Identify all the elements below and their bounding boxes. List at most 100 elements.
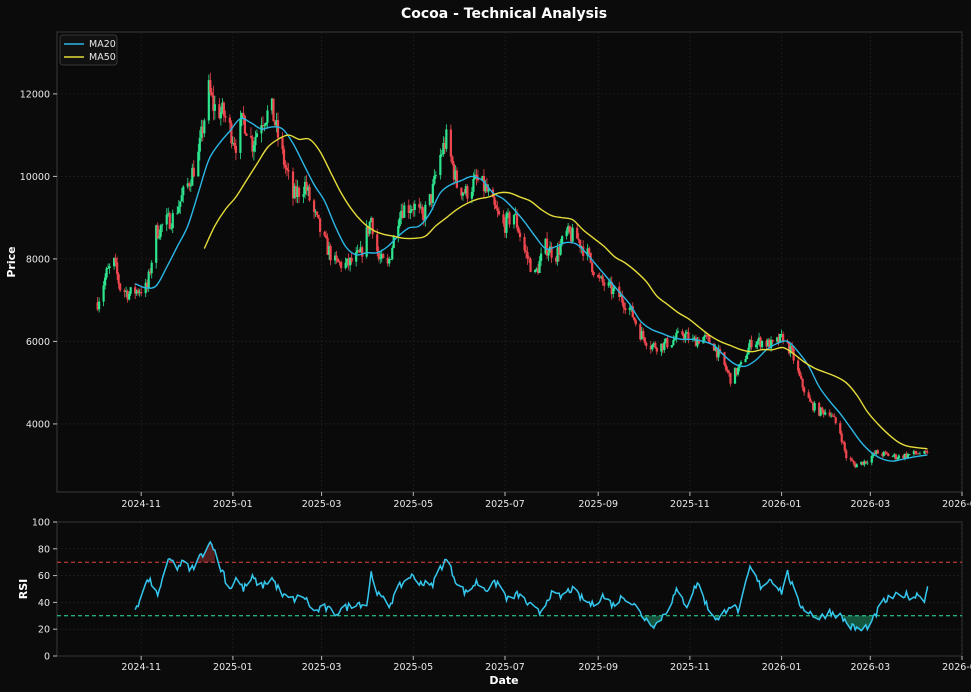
candle-body <box>176 212 179 214</box>
rsi-axis-title: RSI <box>17 579 30 600</box>
candle-body <box>682 334 685 339</box>
candle-body <box>538 261 541 273</box>
candle-body <box>664 338 667 343</box>
candle-body <box>150 262 153 274</box>
candle-body <box>317 214 320 219</box>
candle-body <box>324 235 328 238</box>
candle-body <box>603 282 606 286</box>
chart-title: Cocoa - Technical Analysis <box>401 6 607 22</box>
candle-body <box>272 98 275 122</box>
candle-body <box>379 258 382 260</box>
candle-body <box>756 341 759 345</box>
candle-body <box>864 461 867 463</box>
ma50-line <box>203 134 928 450</box>
rsi-ytick-label-80: 80 <box>38 544 50 555</box>
candle-body <box>328 245 331 255</box>
candle-body <box>312 200 316 212</box>
candle-body <box>786 342 789 343</box>
candle-body <box>813 403 816 411</box>
candle-body <box>470 191 474 199</box>
price-xtick-label-2025-11: 2025-11 <box>670 499 710 510</box>
price-ytick-label-6000: 6000 <box>26 337 50 348</box>
candle-body <box>430 194 433 203</box>
candle-body <box>598 277 601 278</box>
candle-body <box>461 192 464 196</box>
candle-body <box>475 174 478 178</box>
candle-body <box>108 266 111 268</box>
candle-body <box>197 151 200 177</box>
oversold-fill <box>641 615 662 628</box>
candle-body <box>126 291 129 300</box>
candle-body <box>421 206 424 214</box>
candle-body <box>146 282 149 288</box>
rsi-xtick-label-2024-11: 2024-11 <box>121 662 161 673</box>
candle-body <box>661 343 664 350</box>
candle-body <box>824 412 827 415</box>
candle-body <box>358 250 361 253</box>
candle-body <box>239 118 242 153</box>
candle-body <box>329 245 332 261</box>
candle-body <box>482 176 486 192</box>
candle-body <box>291 171 295 199</box>
candle-body <box>633 317 636 321</box>
candle-body <box>819 407 822 416</box>
candle-body <box>107 267 110 269</box>
candle-body <box>413 203 416 211</box>
candle-body <box>281 137 284 150</box>
candle-body <box>601 276 604 283</box>
candle-body <box>885 452 888 454</box>
rsi-panel: 0 20 40 60 80 100 2024-11 2025-01 2025-03 2025-0… <box>17 518 971 688</box>
candle-body <box>807 392 810 398</box>
candle-body <box>750 339 753 348</box>
candle-body <box>624 308 627 311</box>
candle-body <box>158 236 161 239</box>
candle-body <box>487 189 490 192</box>
rsi-xtick-label-2026-01: 2026-01 <box>762 662 802 673</box>
candle-body <box>619 295 622 297</box>
candle-body <box>209 80 212 93</box>
candle-body <box>684 333 687 339</box>
candle-body <box>745 354 749 359</box>
candle-body <box>102 285 105 302</box>
price-ytick-label-4000: 4000 <box>26 419 50 430</box>
rsi-ytick-label-60: 60 <box>38 571 50 582</box>
candle-body <box>261 124 265 126</box>
candle-body <box>591 262 594 273</box>
price-ytick-label-8000: 8000 <box>26 254 50 265</box>
candle-body <box>924 450 928 452</box>
candle-body <box>908 454 911 455</box>
candle-body <box>612 288 615 295</box>
candle-body <box>526 252 529 259</box>
candle-body <box>771 339 774 342</box>
candle-body <box>855 464 858 468</box>
candle-body <box>818 403 821 416</box>
candle-body <box>104 277 107 286</box>
candle-body <box>210 92 213 96</box>
candle-body <box>224 115 227 118</box>
candle-body <box>149 271 152 274</box>
price-xtick-label-2025-03: 2025-03 <box>302 499 342 510</box>
candle-body <box>766 339 770 347</box>
candle-body <box>123 290 126 292</box>
candle-body <box>715 347 719 358</box>
candle-body <box>821 407 824 411</box>
candle-body <box>757 337 761 342</box>
candle-body <box>266 110 269 123</box>
candle-body <box>822 410 825 415</box>
candle-body <box>873 452 876 454</box>
candle-body <box>765 340 768 347</box>
candle-body <box>568 226 571 233</box>
candle-body <box>535 268 538 271</box>
candle-body <box>673 338 676 341</box>
candle-body <box>234 145 237 153</box>
candle-body <box>182 186 185 196</box>
candle-body <box>893 454 896 457</box>
candle-body <box>356 250 359 253</box>
candle-body <box>228 117 231 124</box>
candle-body <box>484 184 487 192</box>
candle-body <box>287 170 290 172</box>
candle-body <box>670 345 673 348</box>
candle-body <box>735 368 738 375</box>
candle-body <box>577 238 580 240</box>
candle-body <box>724 364 728 370</box>
